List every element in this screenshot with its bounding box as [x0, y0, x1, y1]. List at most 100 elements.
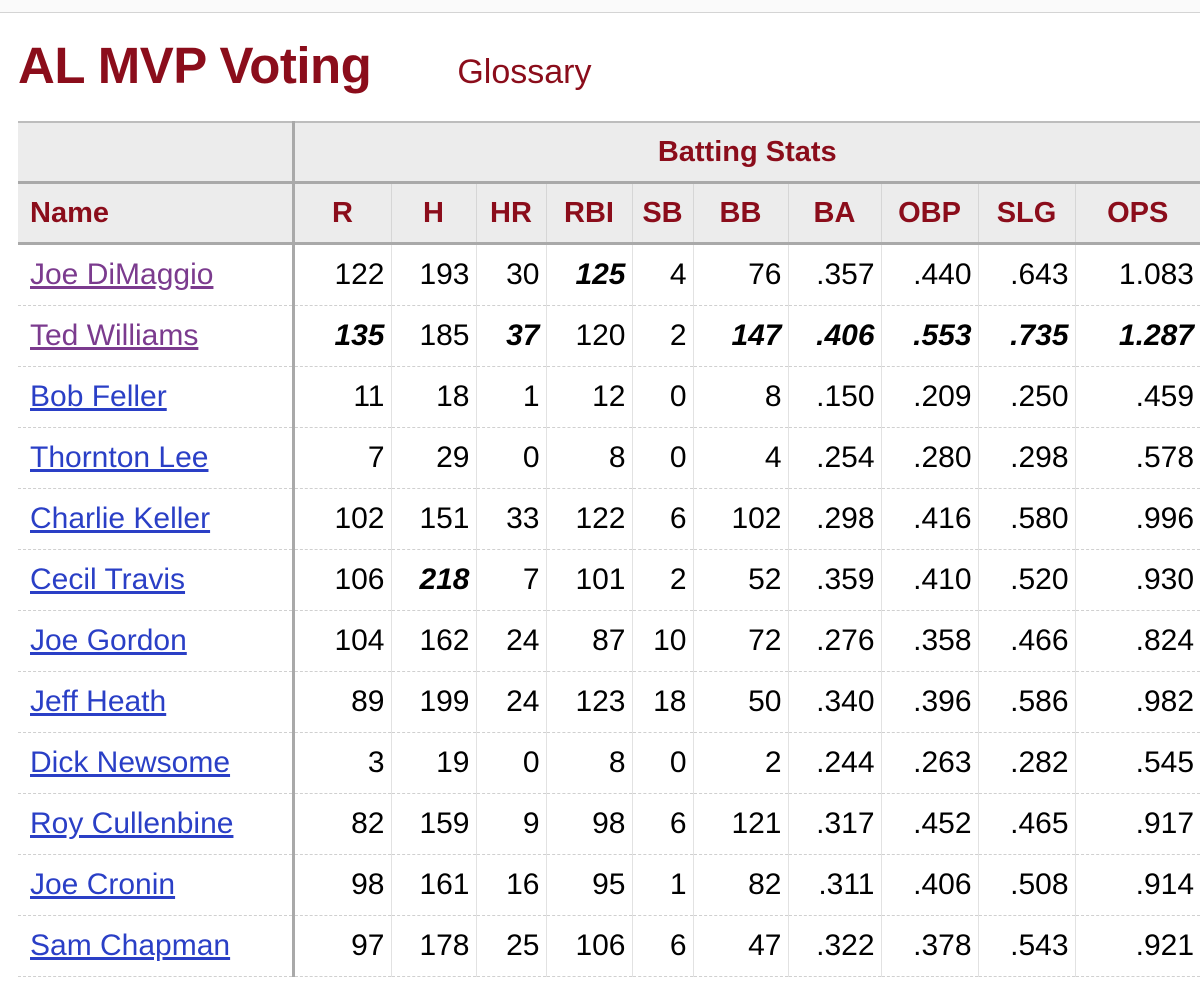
stat-cell-r: 122	[292, 243, 391, 306]
stat-cell-rbi: 101	[545, 549, 632, 611]
stat-cell-h: 199	[390, 671, 476, 733]
stat-cell-hr: 24	[475, 671, 546, 733]
top-bar	[0, 0, 1200, 13]
stat-cell-ops: .459	[1074, 366, 1200, 428]
stat-cell-hr: 16	[475, 854, 546, 916]
stat-cell-sb: 1	[631, 854, 693, 916]
column-header-sb[interactable]: SB	[631, 181, 693, 245]
stat-cell-r: 7	[292, 427, 391, 489]
stat-cell-rbi: 95	[545, 854, 632, 916]
stat-cell-obp: .263	[880, 732, 978, 794]
stat-cell-slg: .586	[977, 671, 1075, 733]
player-name-cell: Sam Chapman	[18, 915, 295, 977]
stat-cell-ops: .921	[1074, 915, 1200, 977]
player-name-cell: Bob Feller	[18, 366, 295, 428]
stat-cell-ba: .357	[787, 243, 881, 306]
stat-cell-obp: .452	[880, 793, 978, 855]
stat-cell-bb: 76	[692, 243, 788, 306]
stat-cell-bb: 2	[692, 732, 788, 794]
stat-cell-ops: .996	[1074, 488, 1200, 550]
stat-cell-bb: 102	[692, 488, 788, 550]
column-header-row: Name R H HR RBI SB BB BA OBP SLG OPS	[18, 181, 1200, 245]
stat-cell-bb: 121	[692, 793, 788, 855]
player-link[interactable]: Joe Gordon	[30, 624, 187, 657]
column-header-slg[interactable]: SLG	[977, 181, 1075, 245]
mvp-voting-table-container: Batting Stats Name R H HR RBI SB BB BA OBP SLG OPS…	[18, 121, 1200, 989]
stat-cell-obp: .410	[880, 549, 978, 611]
stat-cell-ba: .254	[787, 427, 881, 489]
group-header-row: Batting Stats	[18, 121, 1200, 183]
stat-cell-hr: 7	[475, 549, 546, 611]
player-link[interactable]: Ted Williams	[30, 319, 199, 352]
player-link[interactable]: Cecil Travis	[30, 563, 186, 596]
stat-cell-obp: .416	[880, 488, 978, 550]
player-name-cell: Cecil Travis	[18, 549, 295, 611]
column-header-bb[interactable]: BB	[692, 181, 788, 245]
stat-cell-h: 161	[390, 854, 476, 916]
player-link[interactable]: Charlie Keller	[30, 502, 211, 535]
stat-cell-slg: .282	[977, 732, 1075, 794]
stat-cell-ops: .917	[1074, 793, 1200, 855]
stat-cell-ops: .982	[1074, 671, 1200, 733]
player-link[interactable]: Joe Cronin	[30, 868, 176, 901]
stat-cell-slg: .298	[977, 427, 1075, 489]
stat-cell-slg: .465	[977, 793, 1075, 855]
stat-cell-r: 98	[292, 854, 391, 916]
player-name-cell: Jeff Heath	[18, 671, 295, 733]
player-link[interactable]: Roy Cullenbine	[30, 807, 234, 840]
player-link[interactable]: Bob Feller	[30, 380, 167, 413]
stat-cell-r: 11	[292, 366, 391, 428]
stat-cell-bb: 147	[692, 305, 788, 367]
stat-cell-ba: .244	[787, 732, 881, 794]
stat-cell-h: 185	[390, 305, 476, 367]
stat-cell-h: 178	[390, 915, 476, 977]
stat-cell-ba: .317	[787, 793, 881, 855]
stat-cell-ba: .298	[787, 488, 881, 550]
table-body: Joe DiMaggio 122 193 30 125 4 76.357.440.643 1.…	[18, 243, 1200, 977]
stat-cell-sb: 2	[631, 305, 693, 367]
column-header-obp[interactable]: OBP	[880, 181, 978, 245]
stat-cell-rbi: 8	[545, 427, 632, 489]
stat-cell-r: 82	[292, 793, 391, 855]
stat-cell-ba: .311	[787, 854, 881, 916]
player-name-cell: Roy Cullenbine	[18, 793, 295, 855]
column-header-hr[interactable]: HR	[475, 181, 546, 245]
stat-cell-r: 106	[292, 549, 391, 611]
stat-cell-hr: 25	[475, 915, 546, 977]
column-header-ops[interactable]: OPS	[1074, 181, 1200, 245]
table-row: Joe Gordon 104 162 24 87 10 72.276.358.466.824	[18, 610, 1200, 672]
glossary-link[interactable]: Glossary	[457, 53, 592, 91]
stat-cell-ops: .578	[1074, 427, 1200, 489]
player-name-cell: Thornton Lee	[18, 427, 295, 489]
player-link[interactable]: Sam Chapman	[30, 929, 231, 962]
player-name-cell: Ted Williams	[18, 305, 295, 367]
table-row: Jeff Heath 89 199 24 123 18 50.340.396.586.982	[18, 671, 1200, 733]
stat-cell-r: 135	[292, 305, 391, 367]
column-header-ba[interactable]: BA	[787, 181, 881, 245]
stat-cell-slg: .520	[977, 549, 1075, 611]
column-header-h[interactable]: H	[390, 181, 476, 245]
stat-cell-bb: 52	[692, 549, 788, 611]
player-link[interactable]: Joe DiMaggio	[30, 258, 214, 291]
stat-cell-slg: .735	[977, 305, 1075, 367]
column-header-r[interactable]: R	[292, 181, 391, 245]
stat-cell-sb: 0	[631, 366, 693, 428]
stat-cell-hr: 0	[475, 427, 546, 489]
player-link[interactable]: Dick Newsome	[30, 746, 231, 779]
table-row: Joe DiMaggio 122 193 30 125 4 76.357.440.643 1.…	[18, 243, 1200, 306]
stat-cell-rbi: 98	[545, 793, 632, 855]
stat-cell-h: 193	[390, 243, 476, 306]
stat-cell-sb: 2	[631, 549, 693, 611]
player-link[interactable]: Jeff Heath	[30, 685, 167, 718]
player-link[interactable]: Thornton Lee	[30, 441, 209, 474]
table-row: Cecil Travis 106 218 7 101 2 52.359.410.520.93…	[18, 549, 1200, 611]
stat-cell-sb: 10	[631, 610, 693, 672]
column-header-rbi[interactable]: RBI	[545, 181, 632, 245]
stat-cell-h: 18	[390, 366, 476, 428]
stat-cell-ba: .359	[787, 549, 881, 611]
stat-cell-h: 159	[390, 793, 476, 855]
column-header-name[interactable]: Name	[18, 181, 295, 245]
stat-cell-h: 162	[390, 610, 476, 672]
stat-cell-rbi: 87	[545, 610, 632, 672]
player-name-cell: Joe DiMaggio	[18, 243, 295, 306]
